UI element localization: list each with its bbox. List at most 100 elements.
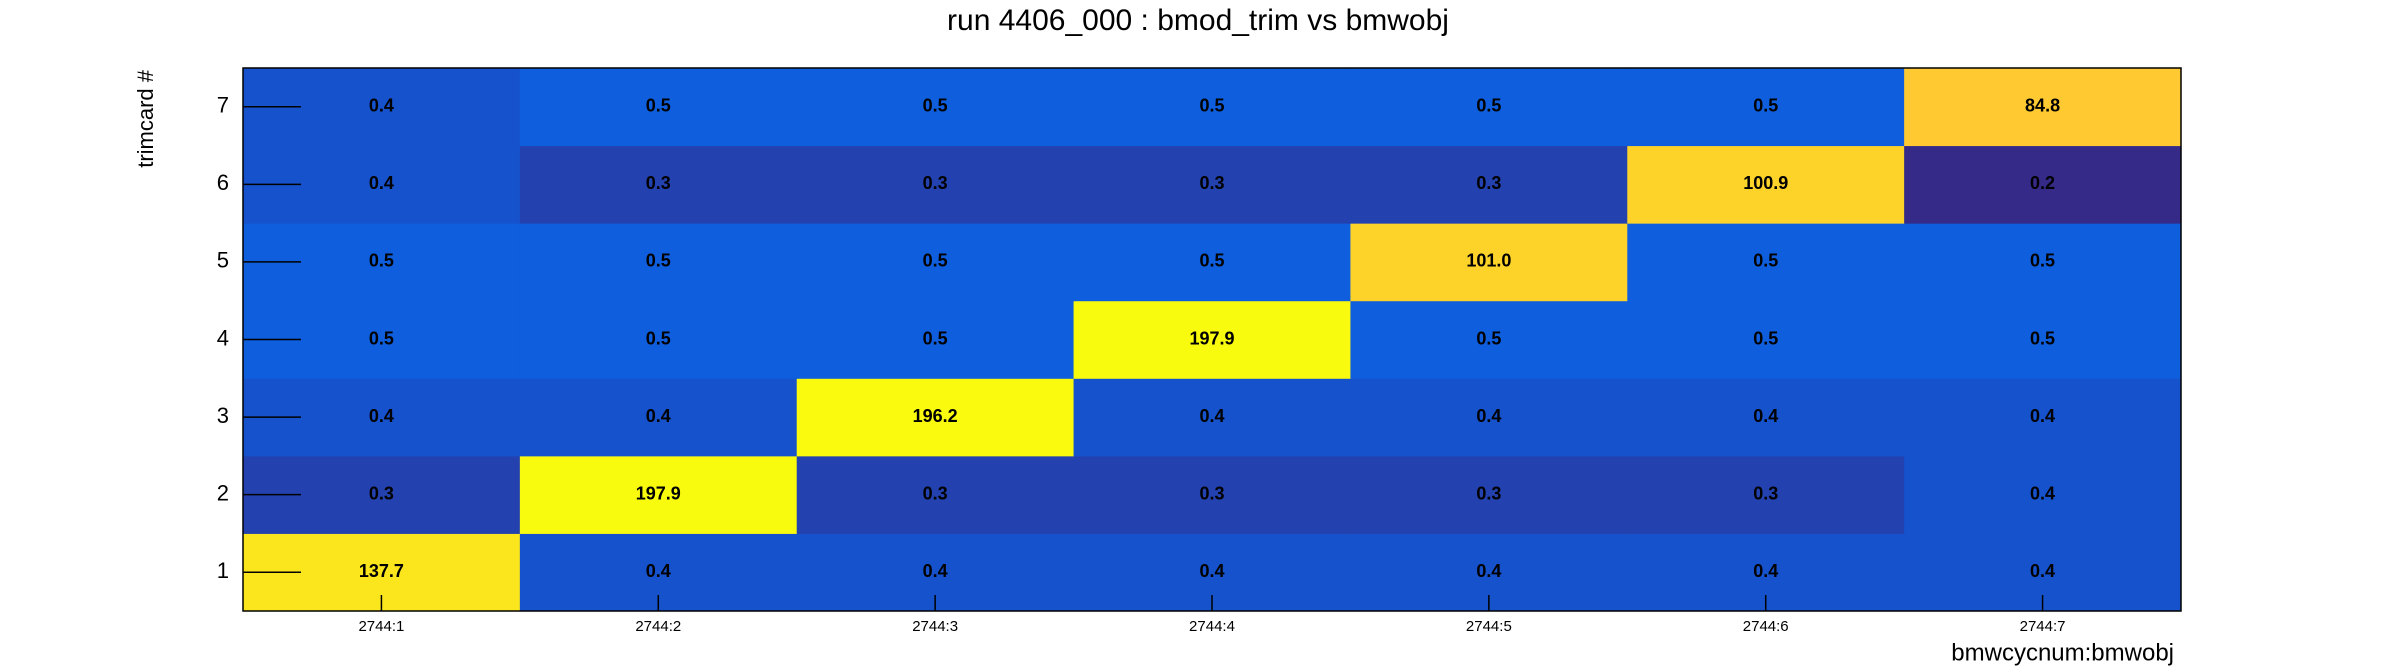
cell-label: 0.4 (369, 173, 394, 193)
cell-label: 0.4 (369, 406, 394, 426)
heatmap-cell (1350, 300, 1628, 379)
cell-label: 0.4 (2030, 561, 2055, 581)
cell-label: 0.5 (2030, 251, 2055, 271)
cell-label: 0.4 (369, 96, 394, 116)
heatmap-cell (1904, 223, 2182, 302)
y-tick-label: 7 (217, 93, 229, 118)
heatmap-cell (519, 223, 798, 302)
cell-label: 84.8 (2025, 96, 2060, 116)
cell-label: 0.5 (1753, 328, 1778, 348)
cell-label: 197.9 (636, 483, 681, 503)
heatmap-cell (1073, 378, 1351, 457)
chart-title: run 4406_000 : bmod_trim vs bmwobj (947, 4, 1449, 37)
y-tick-label: 5 (217, 248, 229, 273)
cell-label: 0.4 (2030, 406, 2055, 426)
heatmap-cell (1904, 300, 2182, 379)
cell-label: 0.5 (1476, 96, 1501, 116)
cell-label: 0.3 (1199, 173, 1224, 193)
heatmap-cell (519, 300, 798, 379)
x-tick-label: 2744:6 (1743, 618, 1789, 635)
y-axis-title: trimcard # (133, 69, 158, 168)
cell-label: 0.5 (369, 251, 394, 271)
cell-label: 0.5 (646, 328, 671, 348)
cell-label: 0.5 (1476, 328, 1501, 348)
heatmap-cell (796, 68, 1075, 147)
cell-label: 0.5 (369, 328, 394, 348)
heatmap-cell (1627, 223, 1905, 302)
heatmap-cell (1073, 300, 1351, 379)
cell-label: 137.7 (359, 561, 404, 581)
cell-label: 0.3 (1476, 173, 1501, 193)
heatmap-cell (796, 455, 1075, 534)
heatmap-cell (1627, 68, 1905, 147)
heatmap-cell (1350, 378, 1628, 457)
heatmap-cell (1350, 145, 1628, 224)
x-tick-label: 2744:4 (1189, 618, 1235, 635)
y-tick-label: 2 (217, 480, 229, 505)
cell-label: 0.5 (646, 96, 671, 116)
y-tick-label: 3 (217, 403, 229, 428)
y-tick-label: 1 (217, 558, 229, 583)
x-tick-label: 2744:5 (1466, 618, 1512, 635)
heatmap-cell (1627, 378, 1905, 457)
cell-label: 0.3 (923, 173, 948, 193)
cell-label: 0.5 (1753, 96, 1778, 116)
x-tick-label: 2744:1 (358, 618, 404, 635)
heatmap-cell (1627, 300, 1905, 379)
heatmap-cell (1350, 455, 1628, 534)
cell-label: 0.5 (1753, 251, 1778, 271)
heatmap-cell (1073, 68, 1351, 147)
cell-label: 0.5 (923, 251, 948, 271)
cell-label: 0.3 (646, 173, 671, 193)
y-tick-label: 4 (217, 325, 229, 350)
heatmap-cell (1627, 455, 1905, 534)
cell-label: 0.4 (646, 561, 671, 581)
heatmap-cell (1904, 68, 2182, 147)
x-tick-label: 2744:2 (635, 618, 681, 635)
heatmap-cell (1350, 223, 1628, 302)
cell-label: 0.2 (2030, 173, 2055, 193)
cell-label: 0.5 (923, 96, 948, 116)
cell-label: 0.4 (1199, 561, 1224, 581)
heatmap-cell (519, 68, 798, 147)
heatmap-cell (1904, 455, 2182, 534)
heatmap-cell (1073, 455, 1351, 534)
cell-label: 0.4 (2030, 483, 2055, 503)
cell-label: 0.3 (1753, 483, 1778, 503)
heatmap-cell (519, 145, 798, 224)
cell-label: 0.5 (923, 328, 948, 348)
cell-label: 0.3 (1476, 483, 1501, 503)
x-tick-label: 2744:7 (2020, 618, 2066, 635)
cell-label: 0.4 (1753, 561, 1778, 581)
heatmap-cell (1627, 145, 1905, 224)
cell-label: 0.4 (1476, 406, 1501, 426)
heatmap-cell (519, 378, 798, 457)
cell-label: 0.5 (2030, 328, 2055, 348)
cell-label: 0.4 (646, 406, 671, 426)
heatmap-cell (1904, 378, 2182, 457)
cell-label: 197.9 (1189, 328, 1234, 348)
cell-label: 101.0 (1466, 251, 1511, 271)
heatmap-cell (1073, 223, 1351, 302)
y-tick-label: 6 (217, 170, 229, 195)
heatmap-cell (796, 223, 1075, 302)
heatmap-cell (796, 300, 1075, 379)
cell-label: 0.5 (1199, 251, 1224, 271)
cell-label: 0.3 (923, 483, 948, 503)
heatmap-cell (519, 455, 798, 534)
cell-label: 0.5 (646, 251, 671, 271)
cell-label: 0.4 (923, 561, 948, 581)
heatmap-cell (796, 145, 1075, 224)
cell-label: 0.4 (1476, 561, 1501, 581)
cell-label: 0.4 (1753, 406, 1778, 426)
cell-label: 0.3 (1199, 483, 1224, 503)
cell-label: 0.4 (1199, 406, 1224, 426)
x-tick-label: 2744:3 (912, 618, 958, 635)
heatmap-cell (796, 378, 1075, 457)
cell-label: 196.2 (913, 406, 958, 426)
cell-label: 0.3 (369, 483, 394, 503)
x-axis-title: bmwcycnum:bmwobj (1951, 639, 2174, 666)
cell-label: 100.9 (1743, 173, 1788, 193)
heatmap-cell (1904, 145, 2182, 224)
